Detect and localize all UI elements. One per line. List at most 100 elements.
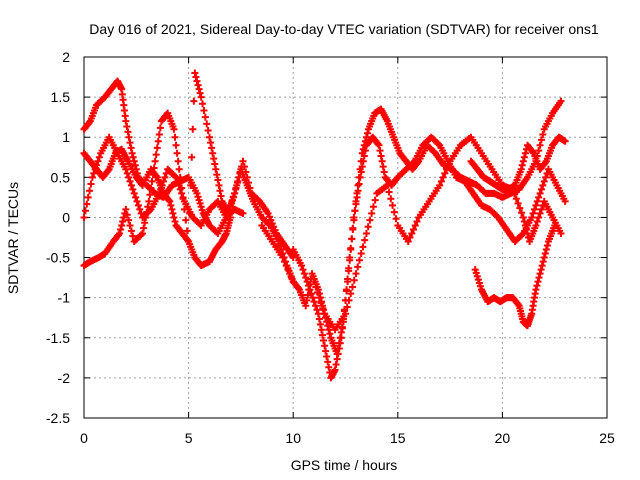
data-point	[317, 326, 325, 334]
data-point	[364, 223, 372, 231]
data-point	[413, 217, 421, 225]
data-point	[148, 177, 156, 185]
data-point	[129, 153, 137, 161]
data-point	[310, 298, 318, 306]
data-point	[229, 193, 237, 201]
data-point	[528, 213, 536, 221]
data-point	[228, 197, 236, 205]
data-point	[315, 294, 323, 302]
data-point	[387, 195, 395, 203]
data-point	[325, 363, 333, 371]
data-point	[535, 274, 543, 282]
data-point	[532, 221, 540, 229]
data-point	[298, 262, 306, 270]
data-point	[371, 196, 379, 204]
data-point	[355, 180, 363, 188]
data-point	[302, 302, 310, 310]
data-point	[537, 205, 545, 213]
data-point	[284, 266, 292, 274]
data-point	[347, 290, 355, 298]
data-point	[154, 137, 162, 145]
data-point	[561, 137, 569, 145]
data-point	[300, 270, 308, 278]
data-point	[519, 157, 527, 165]
data-point	[245, 179, 253, 187]
data-point	[380, 168, 388, 176]
data-point	[130, 189, 138, 197]
data-point	[475, 279, 483, 287]
data-point	[557, 97, 565, 105]
data-point	[333, 355, 341, 363]
data-point	[314, 310, 322, 318]
x-axis-label: GPS time / hours	[291, 457, 398, 473]
data-point	[472, 269, 480, 277]
axes	[83, 56, 608, 419]
data-point	[172, 173, 180, 181]
data-point	[471, 266, 479, 274]
data-point	[125, 216, 133, 224]
data-point	[532, 286, 540, 294]
data-point	[122, 117, 130, 125]
data-point	[306, 286, 314, 294]
data-point	[127, 181, 135, 189]
data-point	[379, 163, 387, 171]
data-point	[133, 197, 141, 205]
data-point	[224, 209, 232, 217]
data-point	[316, 320, 324, 328]
data-point	[83, 200, 91, 208]
data-point	[145, 197, 153, 205]
data-point	[392, 215, 400, 223]
chart-title: Day 016 of 2021, Sidereal Day-to-day VTE…	[89, 21, 599, 37]
data-point	[173, 149, 181, 157]
data-point	[348, 283, 356, 291]
data-point	[474, 276, 482, 284]
data-point	[173, 177, 181, 185]
data-point	[358, 163, 366, 171]
data-point	[377, 152, 385, 160]
data-point	[351, 207, 359, 215]
data-point	[521, 149, 529, 157]
data-point	[201, 113, 209, 121]
data-point	[538, 262, 546, 270]
data-point	[542, 246, 550, 254]
data-point	[195, 196, 203, 204]
data-point	[170, 213, 178, 221]
data-point	[359, 243, 367, 251]
data-point	[349, 224, 357, 232]
data-point	[473, 272, 481, 280]
data-point	[338, 324, 346, 332]
data-point	[302, 274, 310, 282]
data-point	[204, 127, 212, 135]
data-point	[217, 192, 225, 200]
data-point	[208, 144, 216, 152]
data-point	[239, 157, 247, 165]
data-point	[216, 187, 224, 195]
data-point	[191, 69, 199, 77]
data-point	[514, 199, 522, 207]
data-point	[539, 131, 547, 139]
data-point	[354, 187, 362, 195]
y-tick-label: 2	[62, 49, 70, 65]
data-point	[404, 238, 412, 246]
y-tick-label: 0	[62, 209, 70, 225]
data-point	[239, 209, 247, 217]
data-point	[323, 352, 331, 360]
data-point	[172, 141, 180, 149]
data-point	[190, 97, 198, 105]
data-point	[303, 278, 311, 286]
data-point	[178, 189, 186, 197]
data-point	[209, 149, 217, 157]
data-point	[129, 232, 137, 240]
data-point	[222, 213, 230, 221]
data-point	[279, 254, 287, 262]
data-point	[540, 177, 548, 185]
data-point	[536, 141, 544, 149]
data-point	[215, 181, 223, 189]
data-point	[542, 173, 550, 181]
data-point	[326, 330, 334, 338]
data-point	[80, 213, 88, 221]
series-track-g	[310, 133, 565, 334]
data-point	[361, 147, 369, 155]
data-point	[335, 344, 343, 352]
data-point	[537, 185, 545, 193]
